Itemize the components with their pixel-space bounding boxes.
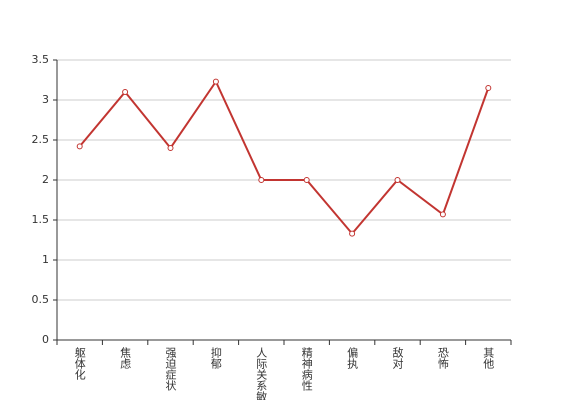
y-tick-label: 1.5 <box>32 213 50 226</box>
x-tick-label: 躯体化 <box>73 347 86 381</box>
point <box>485 85 492 91</box>
y-tick-label: 2 <box>42 173 49 186</box>
x-tick-label: 偏执 <box>346 346 359 370</box>
x-tick-label: 焦虑 <box>119 347 132 369</box>
x-tick-label: 强迫症状 <box>164 347 177 391</box>
x-tick-label: 其他 <box>482 347 495 369</box>
point <box>439 211 446 218</box>
point <box>394 177 401 183</box>
x-tick-label: 敌对 <box>391 346 404 369</box>
y-tick-label: 3 <box>42 93 49 106</box>
point <box>167 145 174 151</box>
point <box>258 177 265 183</box>
point <box>303 177 310 183</box>
x-tick-label: 精神病性 <box>300 347 313 392</box>
point <box>349 230 356 237</box>
x-tick-label: 抑郁 <box>209 346 222 369</box>
y-tick-label: 1 <box>42 253 49 266</box>
point <box>76 143 83 150</box>
y-tick-label: 0 <box>42 333 49 346</box>
y-tick-label: 2.5 <box>32 133 50 146</box>
point <box>122 89 129 95</box>
x-tick-label: 人际关系敏感 <box>255 347 268 400</box>
y-tick-label: 0.5 <box>32 293 50 306</box>
line <box>78 79 490 236</box>
point <box>212 78 219 85</box>
x-tick-label: 恐怖 <box>436 347 449 369</box>
y-tick-label: 3.5 <box>32 53 50 66</box>
